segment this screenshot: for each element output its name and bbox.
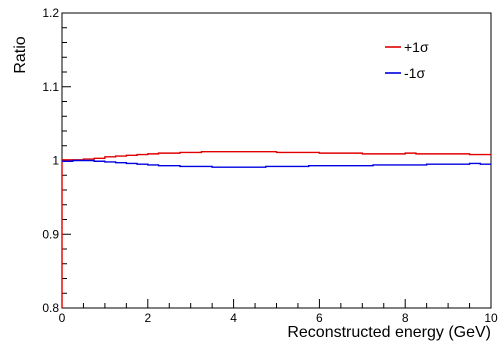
x-tick-label: 2	[144, 311, 151, 325]
legend-label: -1σ	[404, 65, 425, 81]
x-tick-label: 8	[402, 311, 409, 325]
y-tick-label: 1	[52, 154, 59, 168]
x-tick-label: 6	[316, 311, 323, 325]
y-tick-label: 0.8	[42, 301, 59, 315]
legend: +1σ -1σ	[385, 39, 429, 81]
y-tick-label: 1.2	[42, 6, 59, 20]
plot-frame	[61, 12, 492, 309]
y-axis-label: Ratio	[12, 36, 29, 73]
legend-label: +1σ	[404, 39, 429, 55]
y-tick-label: 0.9	[42, 227, 59, 241]
y-tick-label: 1.1	[42, 80, 59, 94]
series-line-minus-1-sigma	[62, 159, 491, 168]
axis-tick-labels: 0 2 4 6 8 10 0.8 0.9 1 1.1 1.2	[42, 6, 498, 325]
series-line-plus-1-sigma	[61, 150, 491, 308]
x-tick-label: 0	[59, 311, 66, 325]
x-tick-label: 4	[230, 311, 237, 325]
x-axis-label: Reconstructed energy (GeV)	[287, 324, 491, 341]
axis-ticks	[61, 12, 492, 309]
data-series	[61, 150, 491, 308]
x-tick-label: 10	[484, 311, 498, 325]
